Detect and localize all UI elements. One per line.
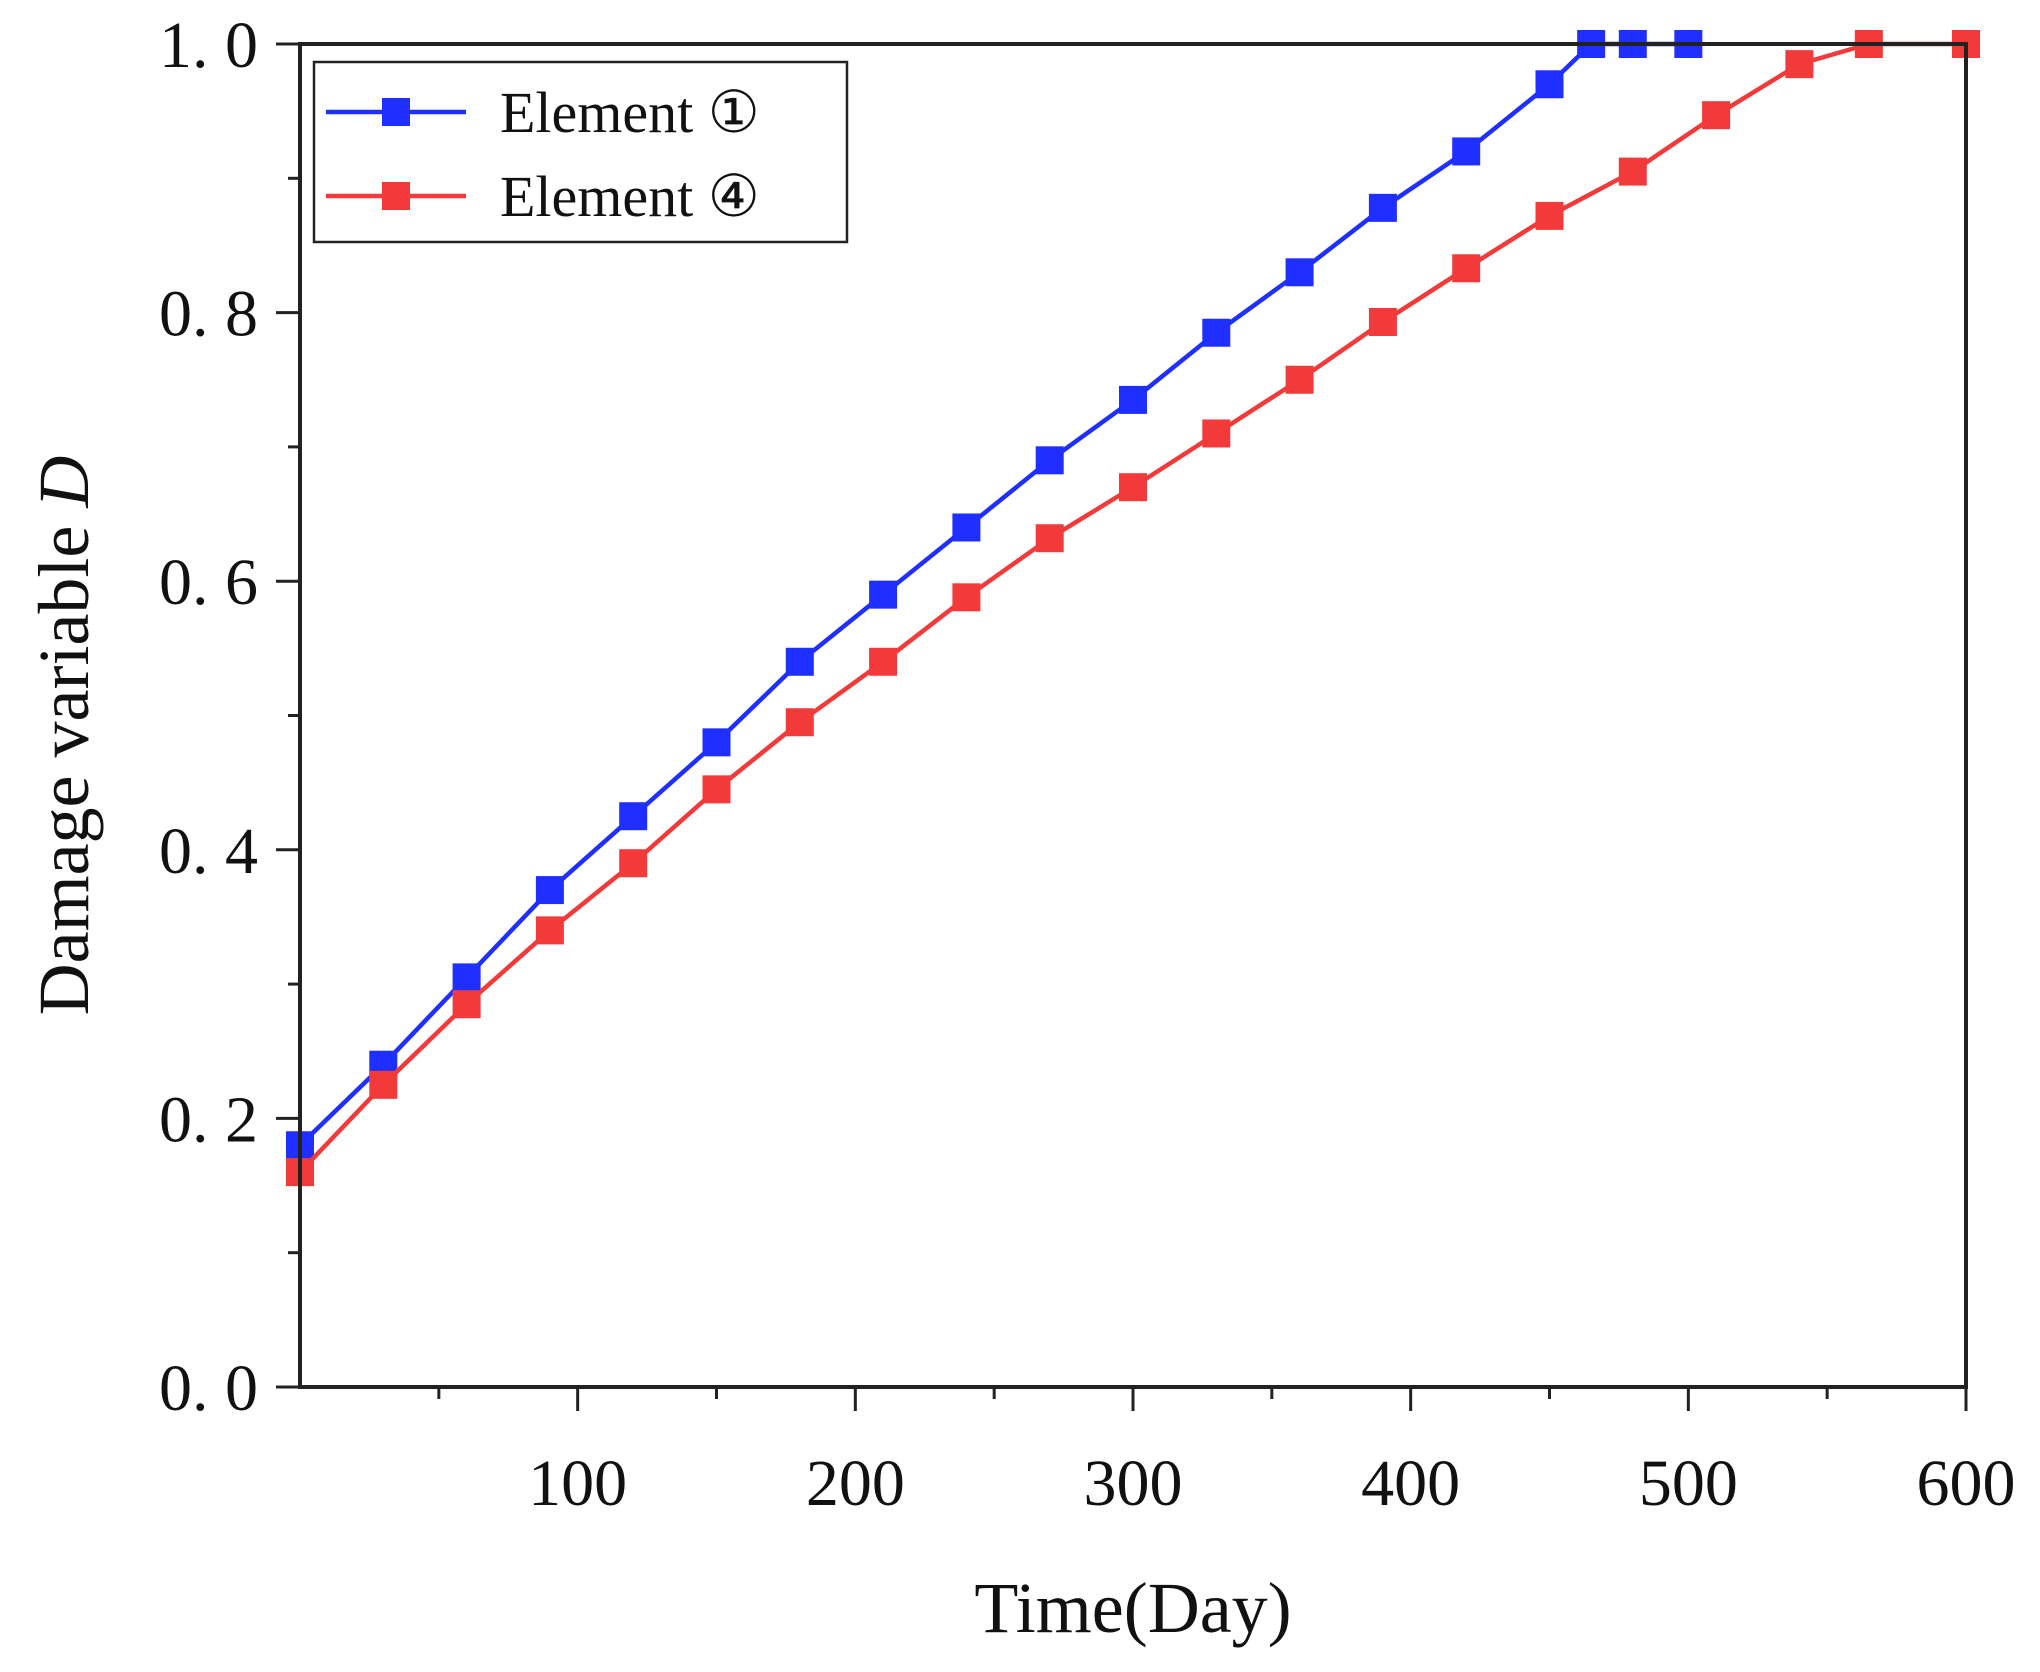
legend-box bbox=[312, 60, 849, 244]
y-axis-title: Damage variable D bbox=[24, 456, 104, 1016]
series-1-point bbox=[1452, 137, 1481, 166]
series-1-point bbox=[1285, 258, 1314, 287]
y-axis-title-text: Damage variable bbox=[24, 508, 104, 1016]
x-tick-label: 100 bbox=[528, 1447, 627, 1520]
plot-frame bbox=[298, 42, 1968, 1389]
series-2-point bbox=[1285, 365, 1314, 394]
series-2-point bbox=[369, 1070, 398, 1099]
x-tick-label: 500 bbox=[1639, 1447, 1738, 1520]
y-tick-label: 0. 2 bbox=[159, 1083, 258, 1156]
x-tick-label: 400 bbox=[1361, 1447, 1460, 1520]
series-2-point bbox=[1452, 254, 1481, 283]
y-axis-title-symbol: D bbox=[24, 456, 104, 509]
series-2-point bbox=[1035, 524, 1064, 553]
legend-marker-1 bbox=[382, 98, 410, 126]
x-tick-label: 300 bbox=[1084, 1447, 1183, 1520]
legend-label-2: Element ④ bbox=[500, 164, 760, 229]
series-2-point bbox=[1785, 50, 1814, 79]
series-2-point bbox=[1535, 201, 1564, 230]
series-2-point bbox=[535, 916, 564, 945]
x-axis-title: Time(Day) bbox=[974, 1568, 1291, 1648]
y-tick-label: 0. 0 bbox=[159, 1352, 258, 1425]
series-1-point bbox=[1202, 318, 1231, 347]
series-1-point bbox=[452, 963, 481, 992]
series-1-point bbox=[952, 513, 981, 542]
series-1-point bbox=[619, 802, 648, 831]
series-1-point bbox=[1035, 446, 1064, 475]
series-1-point bbox=[869, 580, 898, 609]
legend: Element ① Element ④ bbox=[312, 60, 849, 244]
series-2-point bbox=[1119, 473, 1147, 502]
series-2-point bbox=[702, 775, 731, 804]
legend-label-1: Element ① bbox=[500, 80, 760, 145]
series-1-point bbox=[1535, 70, 1564, 99]
series-2-point bbox=[1702, 101, 1731, 130]
y-tick-label: 1. 0 bbox=[159, 9, 258, 82]
series-1-point bbox=[702, 728, 731, 757]
legend-marker-2 bbox=[382, 182, 410, 210]
series-1-point bbox=[1368, 193, 1397, 222]
y-tick-label: 0. 4 bbox=[159, 815, 258, 888]
series-2-point bbox=[1368, 308, 1397, 337]
series-1-point bbox=[535, 876, 564, 905]
series-1-point bbox=[1119, 385, 1147, 414]
series-2-point bbox=[452, 990, 481, 1019]
series-2-point bbox=[869, 647, 898, 676]
series-2-point bbox=[952, 583, 981, 612]
y-tick-label: 0. 8 bbox=[159, 278, 258, 351]
x-tick-label: 600 bbox=[1917, 1447, 2016, 1520]
series-2-point bbox=[785, 708, 814, 737]
axes: 100 200 300 400 500 600 0. 0 0. 2 0. 4 0. 6 0. 8 1.… bbox=[159, 9, 2016, 1520]
series-2-point bbox=[1202, 419, 1231, 448]
series-2-point bbox=[1618, 157, 1647, 186]
y-tick-label: 0. 6 bbox=[159, 546, 258, 619]
series-1-point bbox=[785, 647, 814, 676]
x-tick-label: 200 bbox=[806, 1447, 905, 1520]
series-2-point bbox=[619, 849, 648, 878]
